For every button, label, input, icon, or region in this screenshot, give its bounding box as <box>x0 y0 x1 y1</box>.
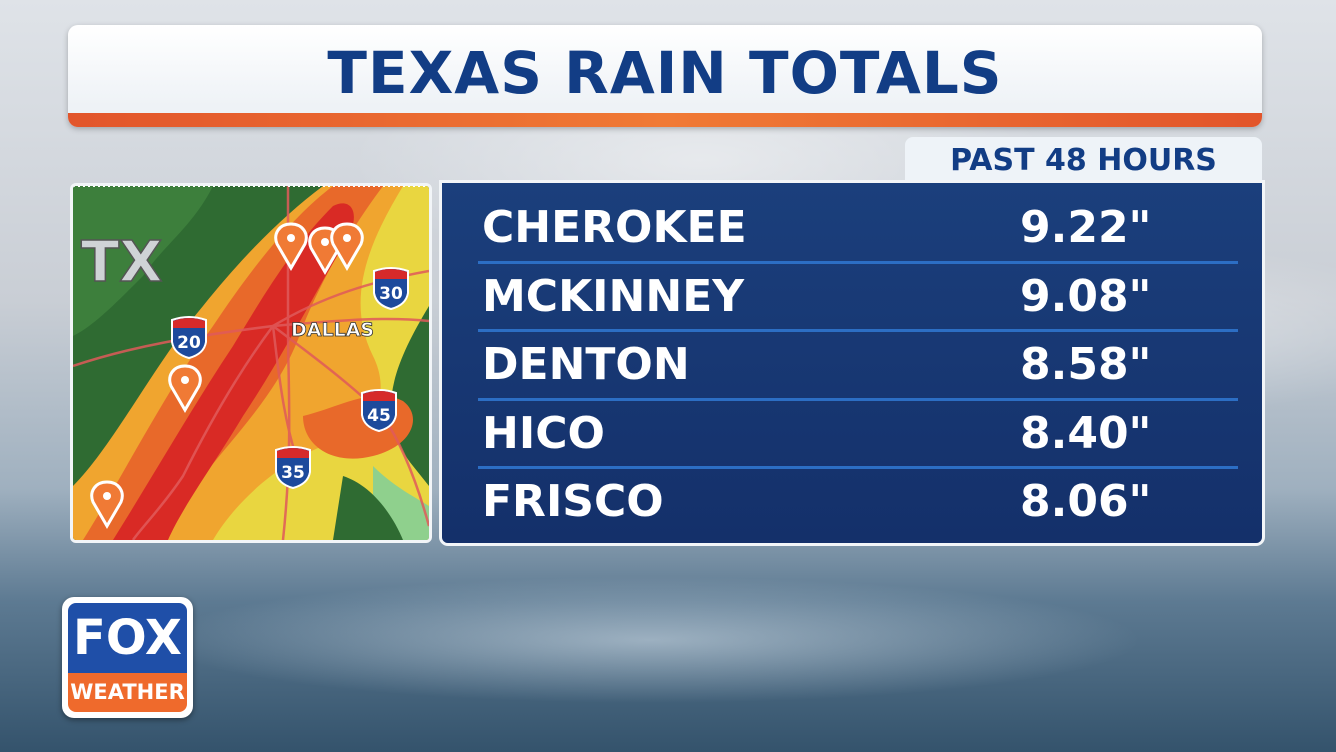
title-stripe <box>68 113 1262 127</box>
interstate-number: 20 <box>177 333 201 353</box>
table-row: MCKINNEY 9.08" <box>482 263 1238 331</box>
rain-total: 9.22" <box>1020 202 1152 253</box>
interstate-shield: 20 <box>171 316 207 360</box>
subtitle-tab: PAST 48 HOURS <box>905 137 1262 183</box>
interstate-shields: 20 30 45 35 <box>171 267 409 490</box>
row-separator <box>478 260 1238 264</box>
location-name: CHEROKEE <box>482 202 747 253</box>
interstate-number: 45 <box>367 406 391 426</box>
location-name: DENTON <box>482 339 690 390</box>
table-row: FRISCO 8.06" <box>482 468 1238 536</box>
pins <box>90 222 364 529</box>
state-label: TX <box>81 230 162 295</box>
rain-total: 8.40" <box>1020 407 1152 459</box>
row-separator <box>478 466 1238 469</box>
radar-map: TX DALLAS 20 30 45 35 <box>70 183 432 543</box>
map-graphic: TX DALLAS 20 30 45 35 <box>73 186 429 540</box>
rain-total: 8.06" <box>1020 476 1152 527</box>
logo-brand: FOX <box>68 603 187 673</box>
city-label: DALLAS <box>291 319 374 341</box>
interstate-shield: 45 <box>361 389 397 433</box>
title-bar: TEXAS RAIN TOTALS <box>68 25 1262 127</box>
rain-total: 8.58" <box>1020 339 1152 390</box>
title: TEXAS RAIN TOTALS <box>327 39 1003 107</box>
table-row: HICO 8.40" <box>482 400 1238 468</box>
interstate-shield: 30 <box>373 267 409 311</box>
row-separator <box>478 397 1238 401</box>
fox-weather-logo: FOX WEATHER <box>62 597 193 718</box>
totals-panel: CHEROKEE 9.22" MCKINNEY 9.08" DENTON 8.58" HIC… <box>442 183 1262 543</box>
location-name: FRISCO <box>482 476 664 527</box>
table-row: CHEROKEE 9.22" <box>482 194 1238 262</box>
logo-product: WEATHER <box>68 673 187 712</box>
interstate-shield: 35 <box>275 446 311 490</box>
interstate-number: 35 <box>281 463 305 483</box>
interstate-number: 30 <box>379 284 403 304</box>
location-name: MCKINNEY <box>482 270 745 322</box>
table-row: DENTON 8.58" <box>482 331 1238 399</box>
rain-total: 9.08" <box>1020 270 1152 322</box>
location-name: HICO <box>482 407 605 459</box>
row-separator <box>478 329 1238 332</box>
